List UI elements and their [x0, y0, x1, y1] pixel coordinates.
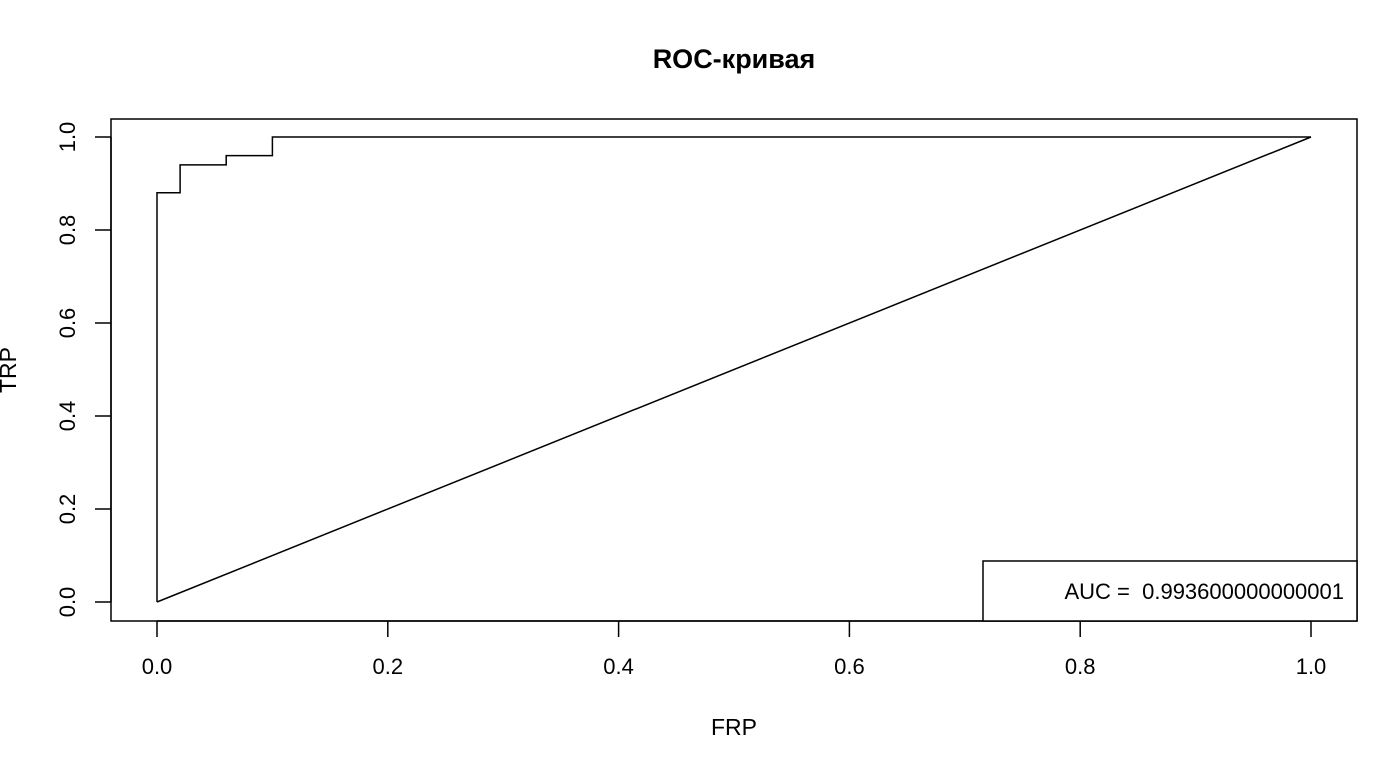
y-axis: 0.0 0.2 0.4 0.6 0.8 1.0	[55, 122, 112, 618]
legend: AUC = 0.993600000000001	[982, 560, 1358, 622]
y-tick-label: 0.0	[55, 587, 80, 618]
chart-title: ROC-кривая	[653, 44, 816, 74]
x-axis-label: FRP	[711, 714, 757, 740]
legend-box	[982, 560, 1358, 622]
x-tick-label: 1.0	[1296, 654, 1327, 679]
y-tick-label: 0.8	[55, 215, 80, 246]
x-tick-label: 0.4	[603, 654, 634, 679]
y-tick-label: 1.0	[55, 122, 80, 153]
y-tick-label: 0.6	[55, 308, 80, 339]
y-tick-label: 0.4	[55, 401, 80, 432]
series-layer	[156, 136, 1312, 603]
x-axis: 0.0 0.2 0.4 0.6 0.8 1.0	[142, 620, 1327, 679]
y-tick-label: 0.2	[55, 494, 80, 525]
series-line-1	[156, 136, 1312, 603]
x-tick-label: 0.8	[1065, 654, 1096, 679]
y-axis-label: TRP	[0, 347, 21, 393]
x-tick-label: 0.2	[373, 654, 404, 679]
legend-text: AUC = 0.993600000000001	[1064, 579, 1344, 604]
x-tick-label: 0.0	[142, 654, 173, 679]
x-tick-label: 0.6	[834, 654, 865, 679]
series-line-0	[156, 136, 1311, 602]
